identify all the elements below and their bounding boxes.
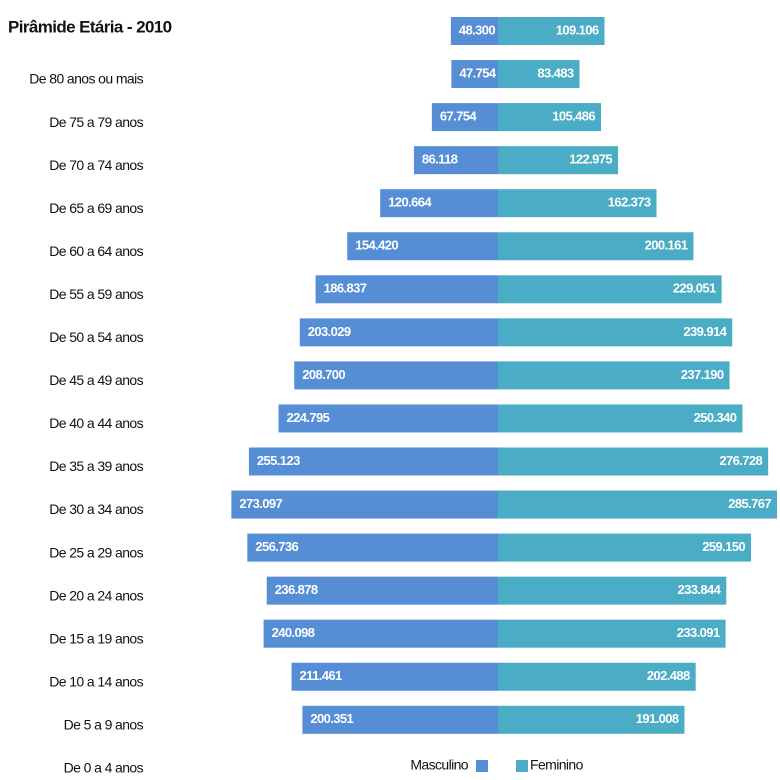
value-label: 200.351	[310, 711, 353, 726]
bar	[291, 662, 498, 691]
value-label: 67.754	[440, 109, 478, 124]
bar	[247, 533, 498, 562]
bar	[248, 447, 498, 476]
category-label: De 25 a 29 anos	[49, 544, 143, 560]
bar	[498, 576, 727, 605]
category-label: De 60 a 64 anos	[49, 243, 143, 259]
bar	[413, 146, 498, 175]
bar	[498, 662, 696, 691]
legend-label: Feminino	[530, 757, 584, 773]
value-label: 256.736	[255, 539, 298, 554]
bar	[498, 533, 752, 562]
value-label: 200.161	[645, 238, 688, 253]
bar	[266, 576, 498, 605]
category-label: De 35 a 39 anos	[49, 458, 143, 474]
value-label: 186.837	[324, 281, 367, 296]
category-label: De 50 a 54 anos	[49, 329, 143, 345]
category-label: De 70 a 74 anos	[49, 157, 143, 173]
value-label: 236.878	[275, 582, 318, 597]
value-label: 224.795	[287, 410, 330, 425]
legend-swatch	[476, 760, 488, 772]
category-label: De 20 a 24 anos	[49, 587, 143, 603]
bar	[302, 705, 498, 734]
category-label: De 80 anos ou mais	[29, 71, 143, 87]
bar	[294, 361, 498, 390]
value-label: 83.483	[537, 65, 574, 80]
value-label: 162.373	[608, 195, 651, 210]
value-label: 203.029	[308, 324, 351, 339]
value-label: 233.844	[678, 582, 722, 597]
bar	[498, 232, 694, 261]
bar	[498, 705, 685, 734]
value-label: 250.340	[694, 410, 737, 425]
bar	[498, 490, 777, 519]
value-label: 86.118	[422, 152, 458, 167]
bar	[431, 103, 498, 132]
bar	[278, 404, 498, 433]
value-label: 237.190	[681, 367, 724, 382]
category-label: De 0 a 4 anos	[64, 760, 144, 776]
legend-label: Masculino	[410, 757, 468, 773]
bar	[498, 275, 722, 304]
category-label: De 55 a 59 anos	[49, 286, 143, 302]
category-label: De 65 a 69 anos	[49, 200, 143, 216]
bar	[380, 189, 498, 218]
value-label: 47.754	[459, 65, 497, 80]
value-label: 208.700	[302, 367, 345, 382]
value-label: 259.150	[702, 539, 745, 554]
legend-swatch	[516, 760, 528, 772]
value-label: 120.664	[388, 195, 432, 210]
bar	[498, 404, 743, 433]
category-label: De 10 a 14 anos	[49, 673, 143, 689]
value-label: 239.914	[683, 324, 727, 339]
value-label: 255.123	[257, 453, 300, 468]
value-label: 276.728	[719, 453, 762, 468]
value-label: 191.008	[636, 711, 679, 726]
category-label: De 40 a 44 anos	[49, 415, 143, 431]
value-label: 202.488	[647, 668, 690, 683]
bar	[315, 275, 498, 304]
bar	[498, 103, 601, 132]
value-label: 105.486	[552, 109, 595, 124]
value-label: 211.461	[300, 668, 342, 683]
bar	[498, 17, 605, 45]
chart-title: Pirâmide Etária - 2010	[8, 17, 172, 36]
bar	[498, 619, 726, 648]
value-label: 233.091	[677, 625, 720, 640]
value-label: 273.097	[239, 496, 282, 511]
category-label: De 75 a 79 anos	[49, 114, 143, 130]
value-label: 240.098	[272, 625, 315, 640]
bar	[451, 60, 498, 89]
category-label: De 30 a 34 anos	[49, 501, 143, 517]
value-label: 285.767	[728, 496, 771, 511]
category-label: De 15 a 19 anos	[49, 630, 143, 646]
value-label: 229.051	[673, 281, 716, 296]
category-label: De 45 a 49 anos	[49, 372, 143, 388]
value-label: 48.300	[459, 22, 496, 37]
bar	[498, 361, 730, 390]
bar	[498, 189, 657, 218]
bar	[498, 447, 769, 476]
value-label: 122.975	[569, 152, 612, 167]
bar	[231, 490, 498, 519]
bar	[450, 17, 498, 45]
bar	[498, 146, 619, 175]
value-label: 109.106	[556, 22, 599, 37]
value-label: 154.420	[355, 238, 398, 253]
bar	[498, 60, 580, 89]
category-label: De 5 a 9 anos	[64, 716, 144, 732]
bar	[498, 318, 733, 347]
bar	[299, 318, 498, 347]
bar	[263, 619, 498, 648]
bar	[347, 232, 498, 261]
